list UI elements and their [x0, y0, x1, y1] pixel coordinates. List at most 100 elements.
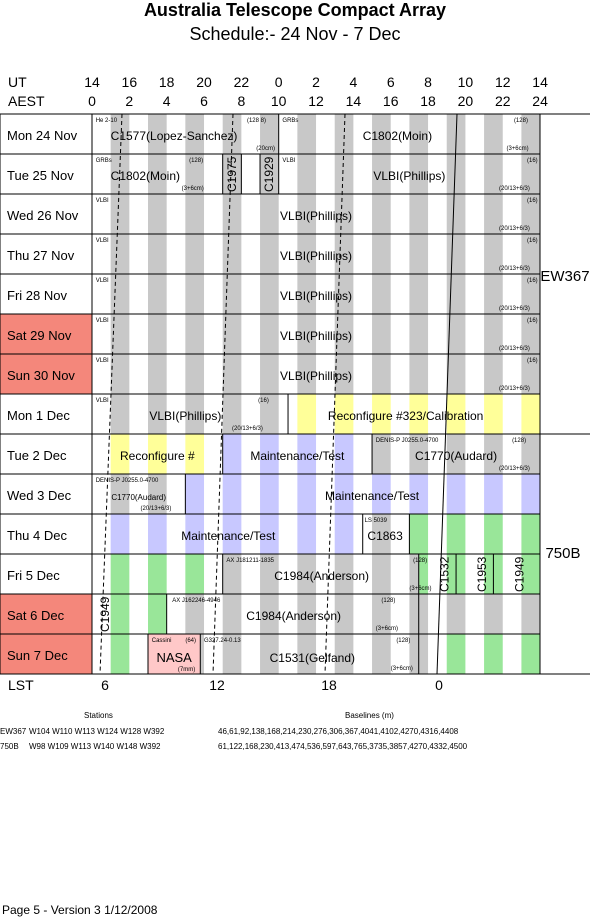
schedule-label: (7mm): [178, 667, 195, 673]
schedule-label: (128): [396, 638, 410, 644]
hour-stripe: [372, 514, 391, 554]
day-label: Mon 1 Dec: [7, 408, 70, 423]
aest-hour-label: 12: [308, 93, 324, 109]
config-label: EW367: [540, 268, 589, 285]
hour-stripe: [260, 394, 279, 434]
hour-stripe: [297, 634, 317, 674]
day-label: Sun 7 Dec: [7, 648, 68, 663]
schedule-label: (128): [189, 158, 203, 164]
lst-tick-label: 12: [209, 677, 225, 693]
block-code: VLBI: [96, 198, 109, 204]
schedule-label: (20/13+6/3): [141, 506, 172, 512]
hour-stripe: [484, 514, 503, 554]
schedule-label: C1802(Moin): [111, 169, 180, 183]
hour-stripe: [484, 234, 503, 274]
ut-hour-label: 6: [386, 74, 395, 90]
hour-stripe: [260, 554, 279, 594]
hour-stripe: [409, 274, 429, 314]
lst-tick-label: 18: [321, 677, 337, 693]
hour-stripe: [521, 434, 541, 474]
lst-tick-label: 6: [101, 677, 109, 693]
hour-stripe: [185, 354, 205, 394]
block-note: (16): [527, 358, 538, 364]
hour-stripe: [484, 634, 503, 674]
lst-tick-label: 0: [435, 677, 443, 693]
hour-stripe: [446, 514, 466, 554]
hour-stripe: [334, 394, 354, 434]
aest-hour-label: 14: [345, 93, 362, 109]
hour-stripe: [521, 154, 541, 194]
schedule-label: Maintenance/Test: [250, 449, 345, 463]
schedule-label: LS 5039: [365, 518, 388, 524]
hour-stripe: [446, 234, 466, 274]
hour-stripe: [409, 354, 429, 394]
block-code: VLBI: [96, 278, 109, 284]
hour-stripe: [185, 314, 205, 354]
ut-hour-label: 2: [312, 74, 320, 90]
schedule-label: C1929: [262, 156, 276, 192]
hour-stripe: [185, 394, 205, 434]
config-row-2-name: 750B: [0, 742, 19, 751]
hour-stripe: [334, 434, 354, 474]
config-row-1-baselines: 46,61,92,138,168,214,230,276,306,367,404…: [218, 727, 459, 736]
hour-stripe: [372, 314, 391, 354]
hour-stripe: [185, 194, 205, 234]
ut-hour-label: 8: [424, 74, 432, 90]
schedule-label: (3+6cm): [182, 186, 204, 192]
hour-stripe: [418, 554, 429, 594]
hour-stripe: [200, 634, 205, 674]
aest-hour-label: 22: [494, 93, 511, 109]
ut-hour-label: 10: [457, 74, 474, 90]
hour-stripe: [409, 514, 429, 554]
hour-stripe: [222, 314, 242, 354]
hour-stripe: [110, 274, 130, 314]
schedule-label: C1532: [438, 556, 452, 592]
hour-stripe: [372, 634, 391, 674]
lst-line-0: [436, 113, 458, 675]
hour-stripe: [222, 554, 242, 594]
hour-stripe: [297, 394, 317, 434]
hour-stripe: [372, 474, 391, 514]
hour-stripe: [222, 154, 242, 194]
block-code: VLBI: [96, 318, 109, 324]
lst-label: LST: [8, 677, 34, 693]
day-label: Sat 29 Nov: [7, 328, 72, 343]
hour-stripe: [521, 354, 541, 394]
schedule-label: (64): [185, 638, 196, 644]
hour-stripe: [110, 394, 130, 434]
block-title: VLBI(Phillips): [280, 369, 352, 383]
hour-stripe: [260, 274, 279, 314]
hour-stripe: [521, 594, 541, 634]
schedule-label: C1984(Anderson): [274, 569, 369, 583]
hour-stripe: [372, 354, 391, 394]
day-label: Sat 6 Dec: [7, 608, 65, 623]
block-note: (20/13+6/3): [499, 226, 530, 232]
hour-stripe: [297, 354, 317, 394]
schedule-label: Maintenance/Test: [181, 529, 276, 543]
schedule-label: G327.24-0.13: [204, 638, 241, 644]
hour-stripe: [409, 434, 429, 474]
schedule-label: VLBI: [96, 398, 109, 404]
aest-hour-label: 24: [532, 93, 548, 109]
ut-hour-label: 18: [158, 74, 175, 90]
weekend-day-cell: [0, 354, 92, 394]
hour-stripe: [521, 554, 541, 594]
hour-stripe: [297, 234, 317, 274]
hour-stripe: [446, 154, 466, 194]
block-title: VLBI(Phillips): [280, 289, 352, 303]
hour-stripe: [148, 554, 167, 594]
hour-stripe: [148, 434, 167, 474]
day-label: Wed 26 Nov: [7, 208, 79, 223]
schedule-label: (128): [512, 438, 526, 444]
hour-stripe: [222, 394, 242, 434]
ut-hour-label: 20: [196, 74, 212, 90]
aest-hour-label: 2: [125, 93, 134, 109]
day-label: Sun 30 Nov: [7, 368, 75, 383]
schedule-label: (20cm): [256, 146, 275, 152]
ut-hour-label: 12: [494, 74, 511, 90]
schedule-label: C1984(Anderson): [246, 609, 341, 623]
schedule-label: NASA: [156, 650, 192, 665]
hour-stripe: [334, 474, 354, 514]
hour-stripe: [446, 354, 466, 394]
hour-stripe: [148, 154, 167, 194]
